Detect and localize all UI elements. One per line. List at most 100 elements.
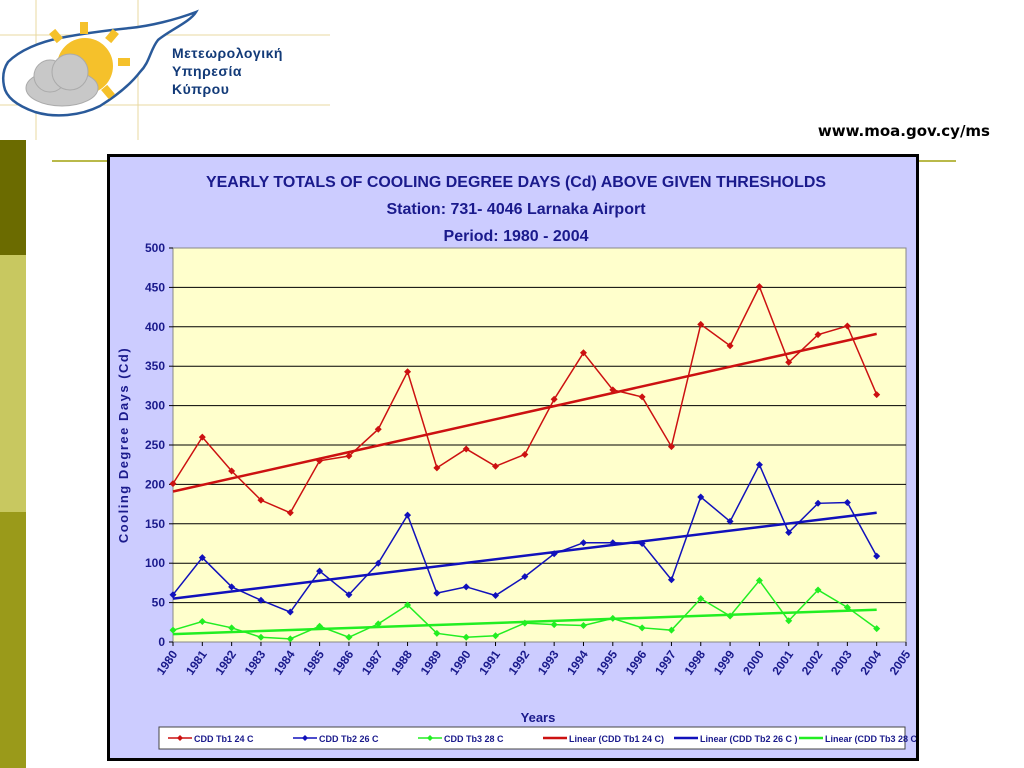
x-tick-label: 1980	[154, 647, 181, 677]
org-name: Μετεωρολογική Υπηρεσία Κύπρου	[172, 44, 283, 98]
data-point	[492, 462, 500, 470]
data-point	[755, 577, 763, 585]
legend-label: Linear (CDD Tb2 26 C )	[700, 734, 798, 744]
data-point	[667, 576, 675, 584]
x-tick-label: 2002	[799, 647, 826, 677]
x-tick-label: 1990	[447, 647, 474, 677]
x-tick-label: 1982	[212, 647, 239, 677]
data-point	[169, 591, 177, 599]
data-point	[462, 583, 470, 591]
data-point	[785, 617, 793, 625]
data-point	[550, 621, 558, 629]
org-line-2: Υπηρεσία	[172, 63, 242, 79]
data-point	[521, 450, 529, 458]
trendline	[172, 332, 877, 493]
x-tick-label: 2003	[828, 647, 855, 677]
data-point	[404, 368, 412, 376]
x-tick-label: 1995	[593, 647, 620, 677]
data-point	[638, 540, 646, 547]
y-tick-label: 50	[152, 596, 166, 610]
data-series	[169, 283, 881, 643]
data-point	[433, 589, 441, 597]
legend: CDD Tb1 24 C CDD Tb2 26 C CDD Tb3 28 C Line…	[158, 726, 920, 750]
x-tick-label: 1989	[418, 647, 445, 677]
y-tick-label: 100	[145, 556, 165, 570]
chart-frame: YEARLY TOTALS OF COOLING DEGREE DAYS (Cd…	[107, 154, 920, 761]
data-point	[462, 633, 470, 641]
data-point	[843, 322, 851, 330]
data-point	[609, 386, 617, 394]
y-tick-label: 150	[145, 517, 165, 531]
data-point	[873, 625, 881, 633]
data-point	[697, 595, 705, 603]
x-tick-label: 1984	[271, 647, 298, 677]
data-point	[814, 499, 822, 507]
data-point	[198, 433, 206, 441]
data-point	[492, 632, 500, 640]
data-point	[726, 342, 734, 350]
data-point	[462, 445, 470, 453]
x-tick-label: 2001	[769, 647, 796, 677]
x-tick-label: 1996	[623, 647, 650, 677]
x-tick-label: 1987	[359, 647, 386, 677]
x-tick-label: 1991	[476, 647, 503, 677]
data-point	[345, 591, 353, 599]
chart-subtitle-station: Station: 731- 4046 Larnaka Airport	[386, 201, 646, 218]
data-point	[257, 596, 265, 604]
chart-title: YEARLY TOTALS OF COOLING DEGREE DAYS (Cd…	[206, 174, 826, 191]
data-point	[697, 320, 705, 328]
y-tick-label: 350	[145, 359, 165, 373]
data-point	[228, 583, 236, 591]
x-tick-label: 1985	[300, 647, 327, 677]
x-tick-label: 2004	[857, 647, 884, 677]
y-tick-label: 300	[145, 399, 165, 413]
x-tick-label: 1993	[535, 647, 562, 677]
y-tick-label: 250	[145, 438, 165, 452]
data-point	[433, 464, 441, 472]
data-point	[228, 624, 236, 632]
data-point	[873, 552, 881, 560]
data-point	[638, 393, 646, 401]
data-point	[873, 391, 881, 399]
org-line-1: Μετεωρολογική	[172, 45, 283, 61]
grid-lines	[169, 247, 907, 646]
data-point	[785, 528, 793, 536]
legend-label: Linear (CDD Tb1 24 C)	[569, 734, 664, 744]
data-point	[316, 457, 324, 465]
data-point	[316, 567, 324, 575]
y-tick-label: 400	[145, 320, 165, 334]
x-axis-label: Years	[521, 710, 556, 725]
legend-label: Linear (CDD Tb3 28 C)	[825, 734, 916, 744]
data-point	[609, 614, 617, 622]
data-point	[316, 622, 324, 630]
data-point	[521, 619, 529, 627]
trendline	[172, 511, 877, 600]
data-point	[374, 620, 382, 628]
org-line-3: Κύπρου	[172, 81, 230, 97]
data-point	[257, 496, 265, 504]
data-point	[697, 493, 705, 501]
data-point	[667, 443, 675, 451]
y-tick-label: 0	[158, 635, 165, 649]
data-point	[169, 626, 177, 634]
met-service-logo	[0, 0, 330, 140]
decor-bar-dark	[0, 140, 26, 255]
legend-label: CDD Tb1 24 C	[194, 734, 254, 744]
data-point	[404, 601, 412, 609]
legend-box	[158, 726, 906, 750]
data-point	[638, 624, 646, 632]
data-point	[521, 573, 529, 581]
decor-bar-olive	[0, 512, 26, 768]
x-tick-label: 2000	[740, 647, 767, 677]
legend-marker	[302, 735, 308, 741]
data-point	[374, 559, 382, 567]
data-point	[579, 349, 587, 357]
data-point	[785, 358, 793, 366]
data-point	[286, 608, 294, 616]
data-point	[550, 550, 558, 558]
y-tick-labels: 0 50 100 150 200 250 300 350 400 450 500	[145, 241, 165, 649]
x-tick-label: 1998	[681, 647, 708, 677]
data-point	[286, 635, 294, 643]
data-point	[579, 621, 587, 629]
data-point	[345, 452, 353, 460]
